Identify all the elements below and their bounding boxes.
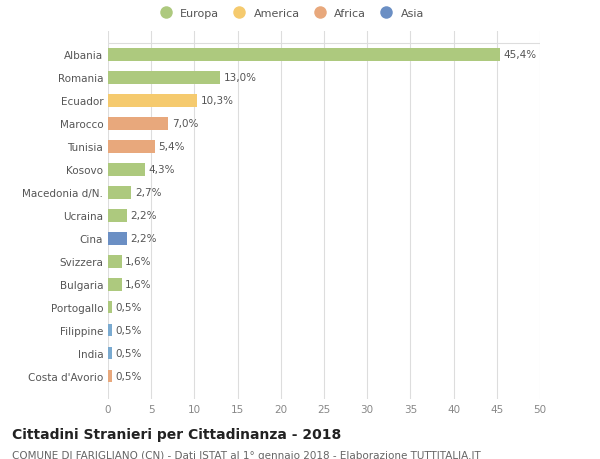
Bar [108,209,127,222]
Text: 7,0%: 7,0% [172,119,199,129]
Text: 1,6%: 1,6% [125,280,152,290]
Text: 2,7%: 2,7% [135,188,161,198]
Bar [108,118,169,130]
Text: 13,0%: 13,0% [224,73,257,83]
Text: 45,4%: 45,4% [504,50,537,60]
Text: 10,3%: 10,3% [200,96,233,106]
Bar [108,186,131,199]
Bar [108,72,220,84]
Text: COMUNE DI FARIGLIANO (CN) - Dati ISTAT al 1° gennaio 2018 - Elaborazione TUTTITA: COMUNE DI FARIGLIANO (CN) - Dati ISTAT a… [12,450,481,459]
Text: 2,2%: 2,2% [130,234,157,244]
Text: 1,6%: 1,6% [125,257,152,267]
Bar [108,49,500,62]
Text: 4,3%: 4,3% [149,165,175,175]
Legend: Europa, America, Africa, Asia: Europa, America, Africa, Asia [150,4,428,23]
Text: 0,5%: 0,5% [116,348,142,358]
Bar [108,232,127,245]
Text: 0,5%: 0,5% [116,325,142,336]
Bar [108,163,145,176]
Text: 2,2%: 2,2% [130,211,157,221]
Bar [108,370,112,383]
Bar [108,278,122,291]
Bar [108,301,112,314]
Bar [108,140,155,153]
Text: 0,5%: 0,5% [116,302,142,313]
Text: Cittadini Stranieri per Cittadinanza - 2018: Cittadini Stranieri per Cittadinanza - 2… [12,427,341,441]
Bar [108,324,112,337]
Bar [108,347,112,360]
Text: 5,4%: 5,4% [158,142,185,152]
Text: 0,5%: 0,5% [116,371,142,381]
Bar [108,255,122,268]
Bar [108,95,197,107]
